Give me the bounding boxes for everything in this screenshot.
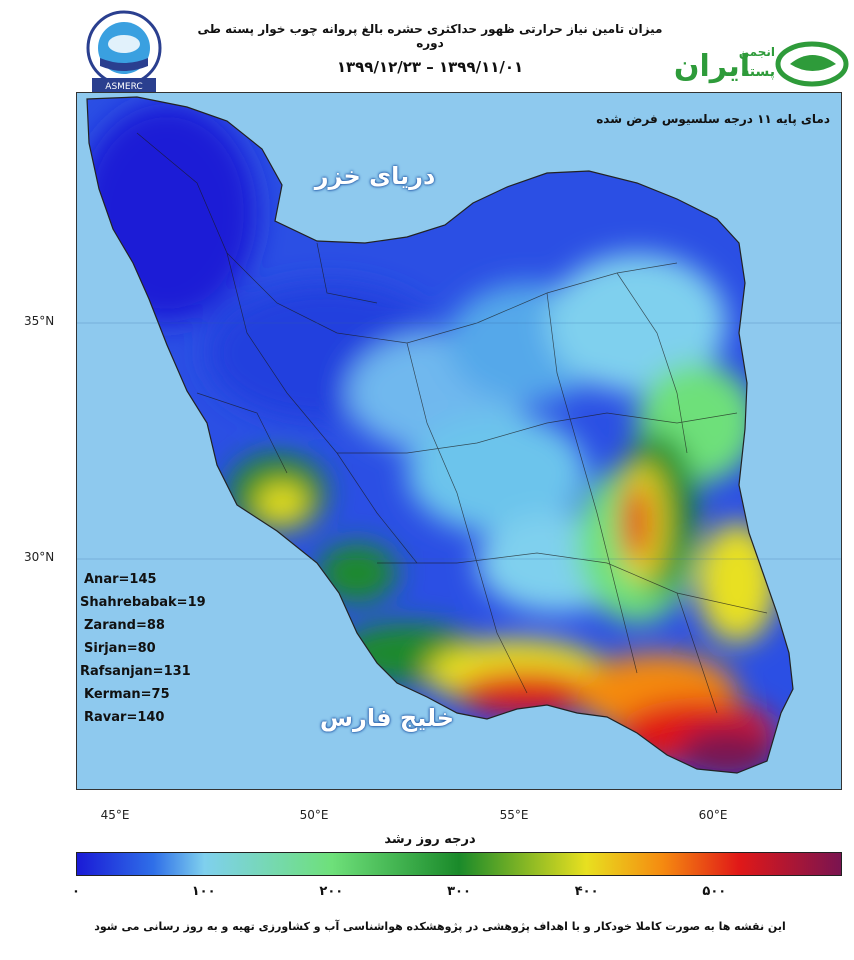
graticule [77, 322, 841, 560]
iran-pistachio-association-logo: ایران انجمن پسته [650, 38, 850, 90]
colorbar-tick-0: ۰ [72, 884, 80, 899]
colorbar-tick-500: ۵۰۰ [702, 884, 727, 899]
colorbar-title: درجه روز رشد [384, 832, 476, 847]
colorbar-tick-100: ۱۰۰ [191, 884, 216, 899]
logo-top-text: انجمن [739, 45, 775, 59]
lon-label-55: 55°E [499, 808, 529, 822]
base-temperature-note: دمای پایه ۱۱ درجه سلسیوس فرض شده [596, 112, 830, 126]
colorbar-tick-200: ۲۰۰ [319, 884, 344, 899]
lon-label-50: 50°E [299, 808, 329, 822]
station-kerman: Kerman=75 [84, 687, 170, 702]
logo-sub-text: پسته [741, 64, 775, 80]
lat-label-30: 30°N [24, 550, 55, 564]
persian-gulf-label: خلیج فارس [319, 704, 455, 732]
lon-label-45: 45°E [100, 808, 130, 822]
date-range: ۱۳۹۹/۱۲/۲۳ – ۱۳۹۹/۱۱/۰۱ [336, 58, 524, 76]
asmerc-logo-text: ASMERC [105, 82, 142, 92]
station-anar: Anar=145 [84, 572, 157, 587]
map-title: میزان تامین نیاز حرارتی ظهور حداکثری حشر… [197, 22, 663, 50]
station-zarand: Zarand=88 [84, 618, 165, 633]
logo-main-text: ایران [674, 49, 750, 84]
station-ravar: Ravar=140 [84, 710, 165, 725]
caspian-sea-label: دریای خزر [314, 162, 436, 190]
lon-label-60: 60°E [698, 808, 728, 822]
footer-note: این نقشه ها به صورت کاملا خودکار و با اه… [94, 920, 786, 933]
station-shahrebabak: Shahrebabak=19 [80, 595, 206, 610]
map-panel [76, 92, 842, 790]
lat-label-35: 35°N [24, 314, 55, 328]
province-boundaries [136, 132, 768, 714]
station-rafsanjan: Rafsanjan=131 [80, 664, 191, 679]
iran-gdd-map [77, 96, 841, 774]
colorbar [76, 852, 842, 876]
station-values: Anar=145 Shahrebabak=19 Zarand=88 Sirjan… [80, 568, 230, 729]
asmerc-logo: ASMERC [78, 8, 170, 98]
colorbar-tick-400: ۴۰۰ [574, 884, 599, 899]
colorbar-tick-300: ۳۰۰ [447, 884, 471, 899]
station-sirjan: Sirjan=80 [84, 641, 156, 656]
